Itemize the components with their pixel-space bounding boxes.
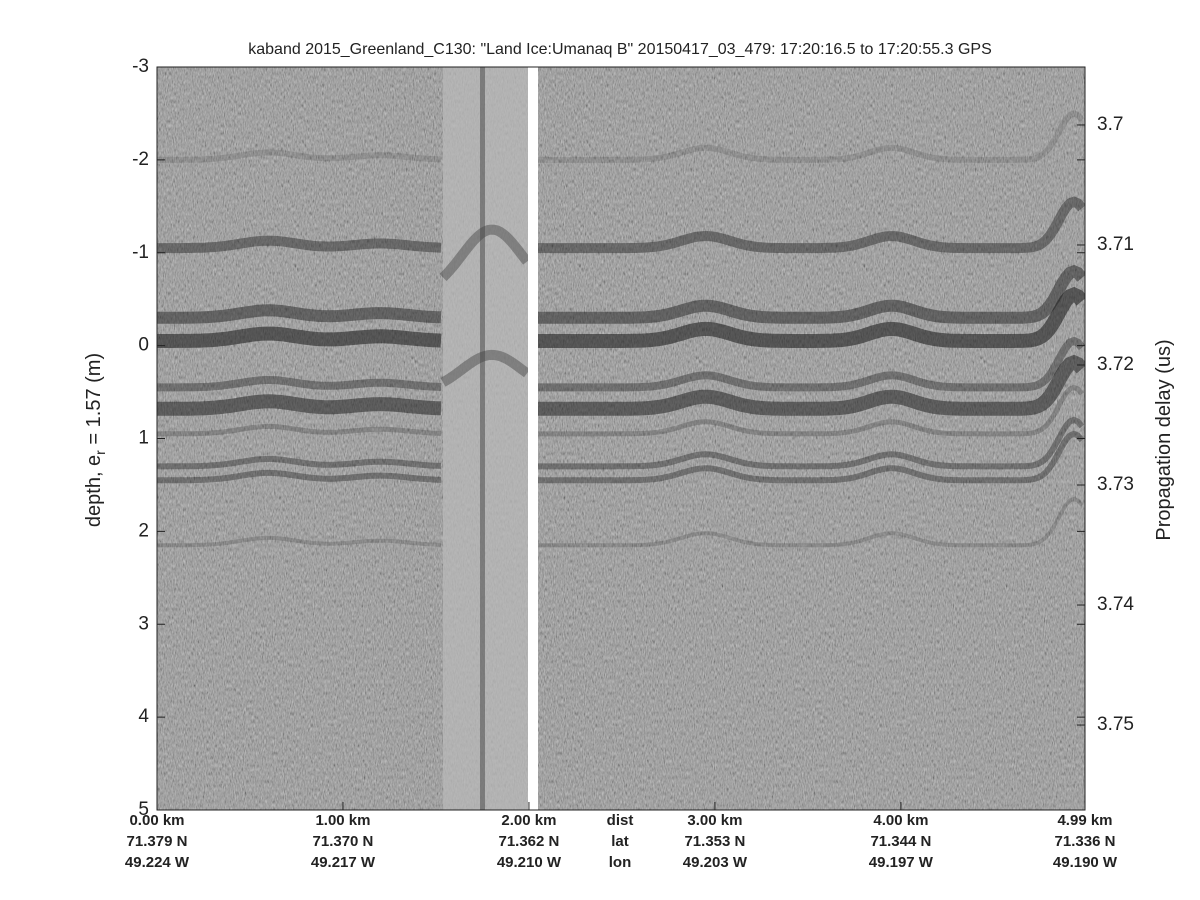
echo-layer (538, 416, 1085, 470)
y-label-sub: r (92, 450, 108, 455)
echo-layer (157, 235, 442, 254)
y2-tick-label: 3.72 (1097, 354, 1134, 375)
echogram-image (157, 67, 1085, 810)
lat-label: 71.370 N (313, 833, 374, 850)
lat-label: 71.362 N (498, 833, 559, 850)
echo-layer (157, 326, 442, 348)
echo-layer (157, 376, 442, 392)
x-tick-label: 3.00 km (687, 812, 742, 829)
y-tick-label: 4 (138, 706, 149, 727)
echo-layer (157, 394, 442, 416)
y-label-part: = 1.57 (m) (83, 353, 105, 450)
y2-tick-label: 3.7 (1097, 114, 1123, 135)
light-region (443, 67, 528, 810)
echo-layer (538, 264, 1085, 324)
echo-layer (157, 455, 442, 470)
echo-layer (538, 110, 1085, 163)
row-label: lon (609, 854, 632, 871)
echo-layer (157, 149, 442, 163)
row-label: lat (611, 833, 629, 850)
vertical-streak (480, 67, 485, 810)
echo-layer (538, 286, 1085, 348)
x-tick-label: 2.00 km (501, 812, 556, 829)
y-tick-label: -3 (132, 56, 149, 77)
x-tick-label: 1.00 km (315, 812, 370, 829)
lat-label: 71.379 N (127, 833, 188, 850)
echo-layer (157, 535, 442, 548)
data-gap (528, 67, 538, 810)
y-tick-label: -2 (132, 149, 149, 170)
y2-tick-label: 3.71 (1097, 234, 1134, 255)
lat-label: 71.336 N (1055, 833, 1116, 850)
y2-axis-label: Propagation delay (us) (1153, 339, 1175, 540)
chart-title: kaband 2015_Greenland_C130: "Land Ice:Um… (248, 41, 992, 58)
x-tick-label: 4.99 km (1057, 812, 1112, 829)
lon-label: 49.197 W (869, 854, 934, 871)
y2-tick-label: 3.73 (1097, 474, 1134, 495)
x-tick-label: 4.00 km (873, 812, 928, 829)
echo-layer (538, 384, 1084, 437)
y-tick-label: -1 (132, 242, 149, 263)
echo-layer (538, 430, 1085, 484)
lat-label: 71.344 N (870, 833, 931, 850)
lon-label: 49.217 W (311, 854, 376, 871)
lon-label: 49.203 W (683, 854, 748, 871)
lon-label: 49.224 W (125, 854, 190, 871)
y-label-part: depth, e (83, 455, 105, 527)
y2-tick-label: 3.74 (1097, 594, 1134, 615)
y2-tick-label: 3.75 (1097, 714, 1134, 735)
lon-label: 49.210 W (497, 854, 562, 871)
y-tick-label: 0 (138, 335, 149, 356)
y-tick-label: 3 (138, 613, 149, 634)
y-tick-label: 1 (138, 428, 149, 449)
echo-layer (157, 423, 442, 437)
echo-layer (157, 304, 442, 324)
y-tick-label: 5 (138, 799, 149, 820)
y-tick-label: 2 (138, 520, 149, 541)
image-noise (157, 67, 1085, 810)
x-tick-label: 0.00 km (129, 812, 184, 829)
row-label: dist (607, 812, 634, 829)
y-axis-label: depth, er = 1.57 (m) (83, 353, 108, 527)
echo-layer (538, 496, 1084, 548)
echo-layer (538, 354, 1085, 416)
echo-layer (157, 469, 442, 484)
echo-layer (538, 196, 1085, 254)
lon-label: 49.190 W (1053, 854, 1118, 871)
lat-label: 71.353 N (684, 833, 745, 850)
echo-layer (538, 336, 1085, 392)
